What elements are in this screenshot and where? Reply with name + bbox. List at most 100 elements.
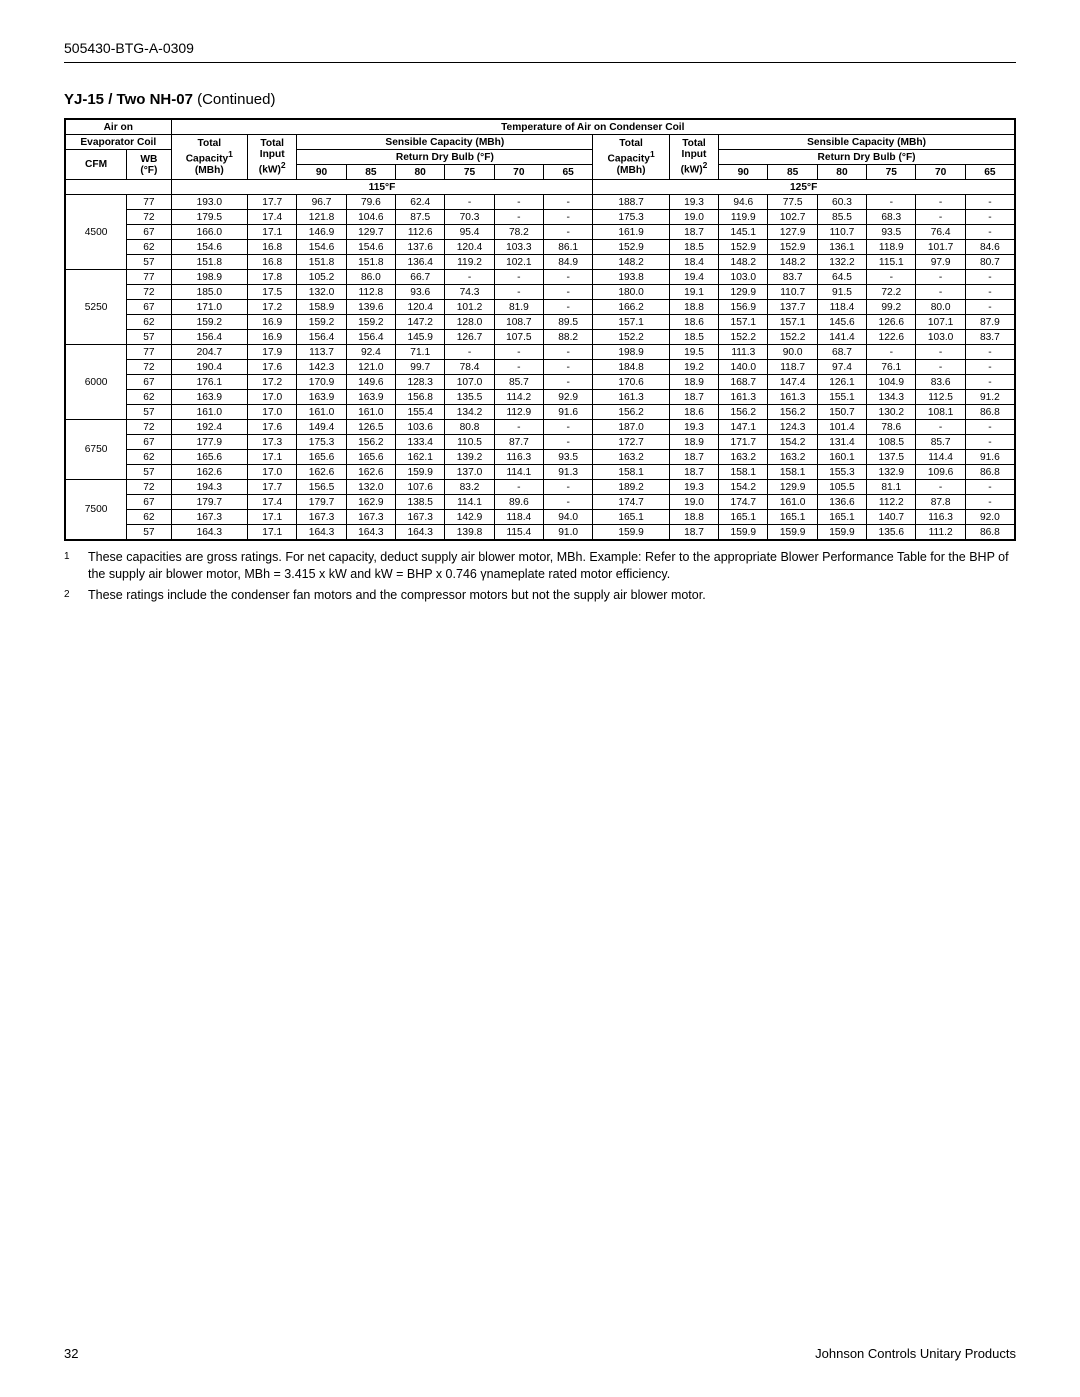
data-cell: 137.7 — [768, 300, 817, 315]
data-cell: 152.2 — [768, 330, 817, 345]
data-cell: 103.6 — [396, 420, 445, 435]
table-row: 67179.717.4179.7162.9138.5114.189.6-174.… — [65, 495, 1015, 510]
data-cell: 110.7 — [768, 285, 817, 300]
data-cell: 90.0 — [768, 345, 817, 360]
data-cell: 121.0 — [346, 360, 395, 375]
data-cell: 91.0 — [544, 525, 593, 541]
cfm-cell: 5250 — [65, 270, 127, 345]
data-cell: 80.8 — [445, 420, 494, 435]
table-row: 57162.617.0162.6162.6159.9137.0114.191.3… — [65, 465, 1015, 480]
data-cell: 168.7 — [719, 375, 768, 390]
wb-cell: 67 — [127, 435, 171, 450]
data-cell: 97.9 — [916, 255, 965, 270]
data-cell: 161.0 — [768, 495, 817, 510]
data-cell: 174.7 — [719, 495, 768, 510]
table-header: Air on Temperature of Air on Condenser C… — [65, 119, 1015, 195]
data-cell: 18.5 — [669, 240, 718, 255]
hdr-totinp-b: TotalInput(kW)2 — [669, 135, 718, 180]
wb-cell: 67 — [127, 300, 171, 315]
data-cell: 116.3 — [494, 450, 543, 465]
wb-cell: 62 — [127, 450, 171, 465]
data-cell: 104.9 — [867, 375, 916, 390]
data-cell: 152.9 — [719, 240, 768, 255]
data-cell: - — [965, 345, 1015, 360]
data-cell: 62.4 — [396, 195, 445, 210]
data-cell: 91.3 — [544, 465, 593, 480]
data-cell: 122.6 — [867, 330, 916, 345]
data-cell: 179.5 — [171, 210, 247, 225]
data-cell: 118.4 — [817, 300, 866, 315]
data-cell: 145.6 — [817, 315, 866, 330]
data-cell: 71.1 — [396, 345, 445, 360]
data-cell: 78.6 — [867, 420, 916, 435]
data-cell: 17.1 — [248, 510, 297, 525]
data-cell: - — [965, 195, 1015, 210]
data-cell: 154.6 — [346, 240, 395, 255]
table-row: 450077193.017.796.779.662.4---188.719.39… — [65, 195, 1015, 210]
data-cell: 174.7 — [593, 495, 669, 510]
wb-cell: 77 — [127, 195, 171, 210]
cfm-cell: 7500 — [65, 480, 127, 541]
data-cell: - — [445, 195, 494, 210]
data-cell: 129.7 — [346, 225, 395, 240]
data-cell: 130.2 — [867, 405, 916, 420]
data-cell: 110.5 — [445, 435, 494, 450]
data-cell: 158.1 — [593, 465, 669, 480]
data-cell: 155.4 — [396, 405, 445, 420]
data-cell: 165.1 — [719, 510, 768, 525]
data-cell: 161.0 — [297, 405, 346, 420]
data-cell: 18.6 — [669, 315, 718, 330]
data-cell: 136.6 — [817, 495, 866, 510]
data-cell: 78.2 — [494, 225, 543, 240]
wb-cell: 57 — [127, 405, 171, 420]
page-number: 32 — [64, 1346, 78, 1361]
data-cell: 159.2 — [346, 315, 395, 330]
data-cell: 142.3 — [297, 360, 346, 375]
footnotes: 1 These capacities are gross ratings. Fo… — [64, 549, 1016, 604]
data-cell: 158.9 — [297, 300, 346, 315]
data-cell: 89.6 — [494, 495, 543, 510]
data-cell: 155.3 — [817, 465, 866, 480]
data-cell: 136.1 — [817, 240, 866, 255]
wb-cell: 57 — [127, 255, 171, 270]
data-cell: 108.1 — [916, 405, 965, 420]
data-cell: 17.4 — [248, 495, 297, 510]
data-cell: 148.2 — [719, 255, 768, 270]
data-cell: 132.0 — [346, 480, 395, 495]
data-cell: 92.4 — [346, 345, 395, 360]
data-cell: 101.2 — [445, 300, 494, 315]
data-cell: 156.2 — [346, 435, 395, 450]
data-cell: 80.0 — [916, 300, 965, 315]
cfm-cell: 6000 — [65, 345, 127, 420]
data-cell: 158.1 — [719, 465, 768, 480]
data-cell: 85.7 — [494, 375, 543, 390]
data-cell: 161.0 — [346, 405, 395, 420]
data-cell: 128.0 — [445, 315, 494, 330]
data-cell: 107.6 — [396, 480, 445, 495]
data-cell: 161.0 — [171, 405, 247, 420]
data-cell: 83.2 — [445, 480, 494, 495]
data-cell: 163.2 — [593, 450, 669, 465]
data-cell: 163.2 — [768, 450, 817, 465]
data-cell: 157.1 — [719, 315, 768, 330]
data-cell: - — [965, 435, 1015, 450]
data-cell: - — [965, 495, 1015, 510]
data-cell: 129.9 — [719, 285, 768, 300]
hdr-db-b-80: 80 — [817, 165, 866, 180]
data-cell: - — [544, 495, 593, 510]
table-row: 57161.017.0161.0161.0155.4134.2112.991.6… — [65, 405, 1015, 420]
data-cell: 17.1 — [248, 525, 297, 541]
data-cell: 167.3 — [346, 510, 395, 525]
data-cell: 107.1 — [916, 315, 965, 330]
data-cell: - — [916, 480, 965, 495]
data-cell: 115.1 — [867, 255, 916, 270]
data-cell: 107.5 — [494, 330, 543, 345]
table-body: 450077193.017.796.779.662.4---188.719.39… — [65, 195, 1015, 541]
wb-cell: 67 — [127, 225, 171, 240]
data-cell: 126.6 — [867, 315, 916, 330]
data-cell: 131.4 — [817, 435, 866, 450]
data-cell: 114.4 — [916, 450, 965, 465]
data-cell: 170.9 — [297, 375, 346, 390]
data-cell: 60.3 — [817, 195, 866, 210]
data-cell: 162.6 — [171, 465, 247, 480]
